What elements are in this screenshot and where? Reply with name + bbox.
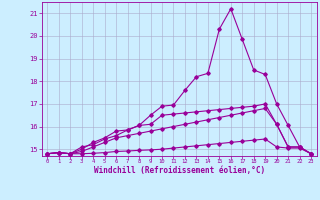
X-axis label: Windchill (Refroidissement éolien,°C): Windchill (Refroidissement éolien,°C) <box>94 166 265 175</box>
